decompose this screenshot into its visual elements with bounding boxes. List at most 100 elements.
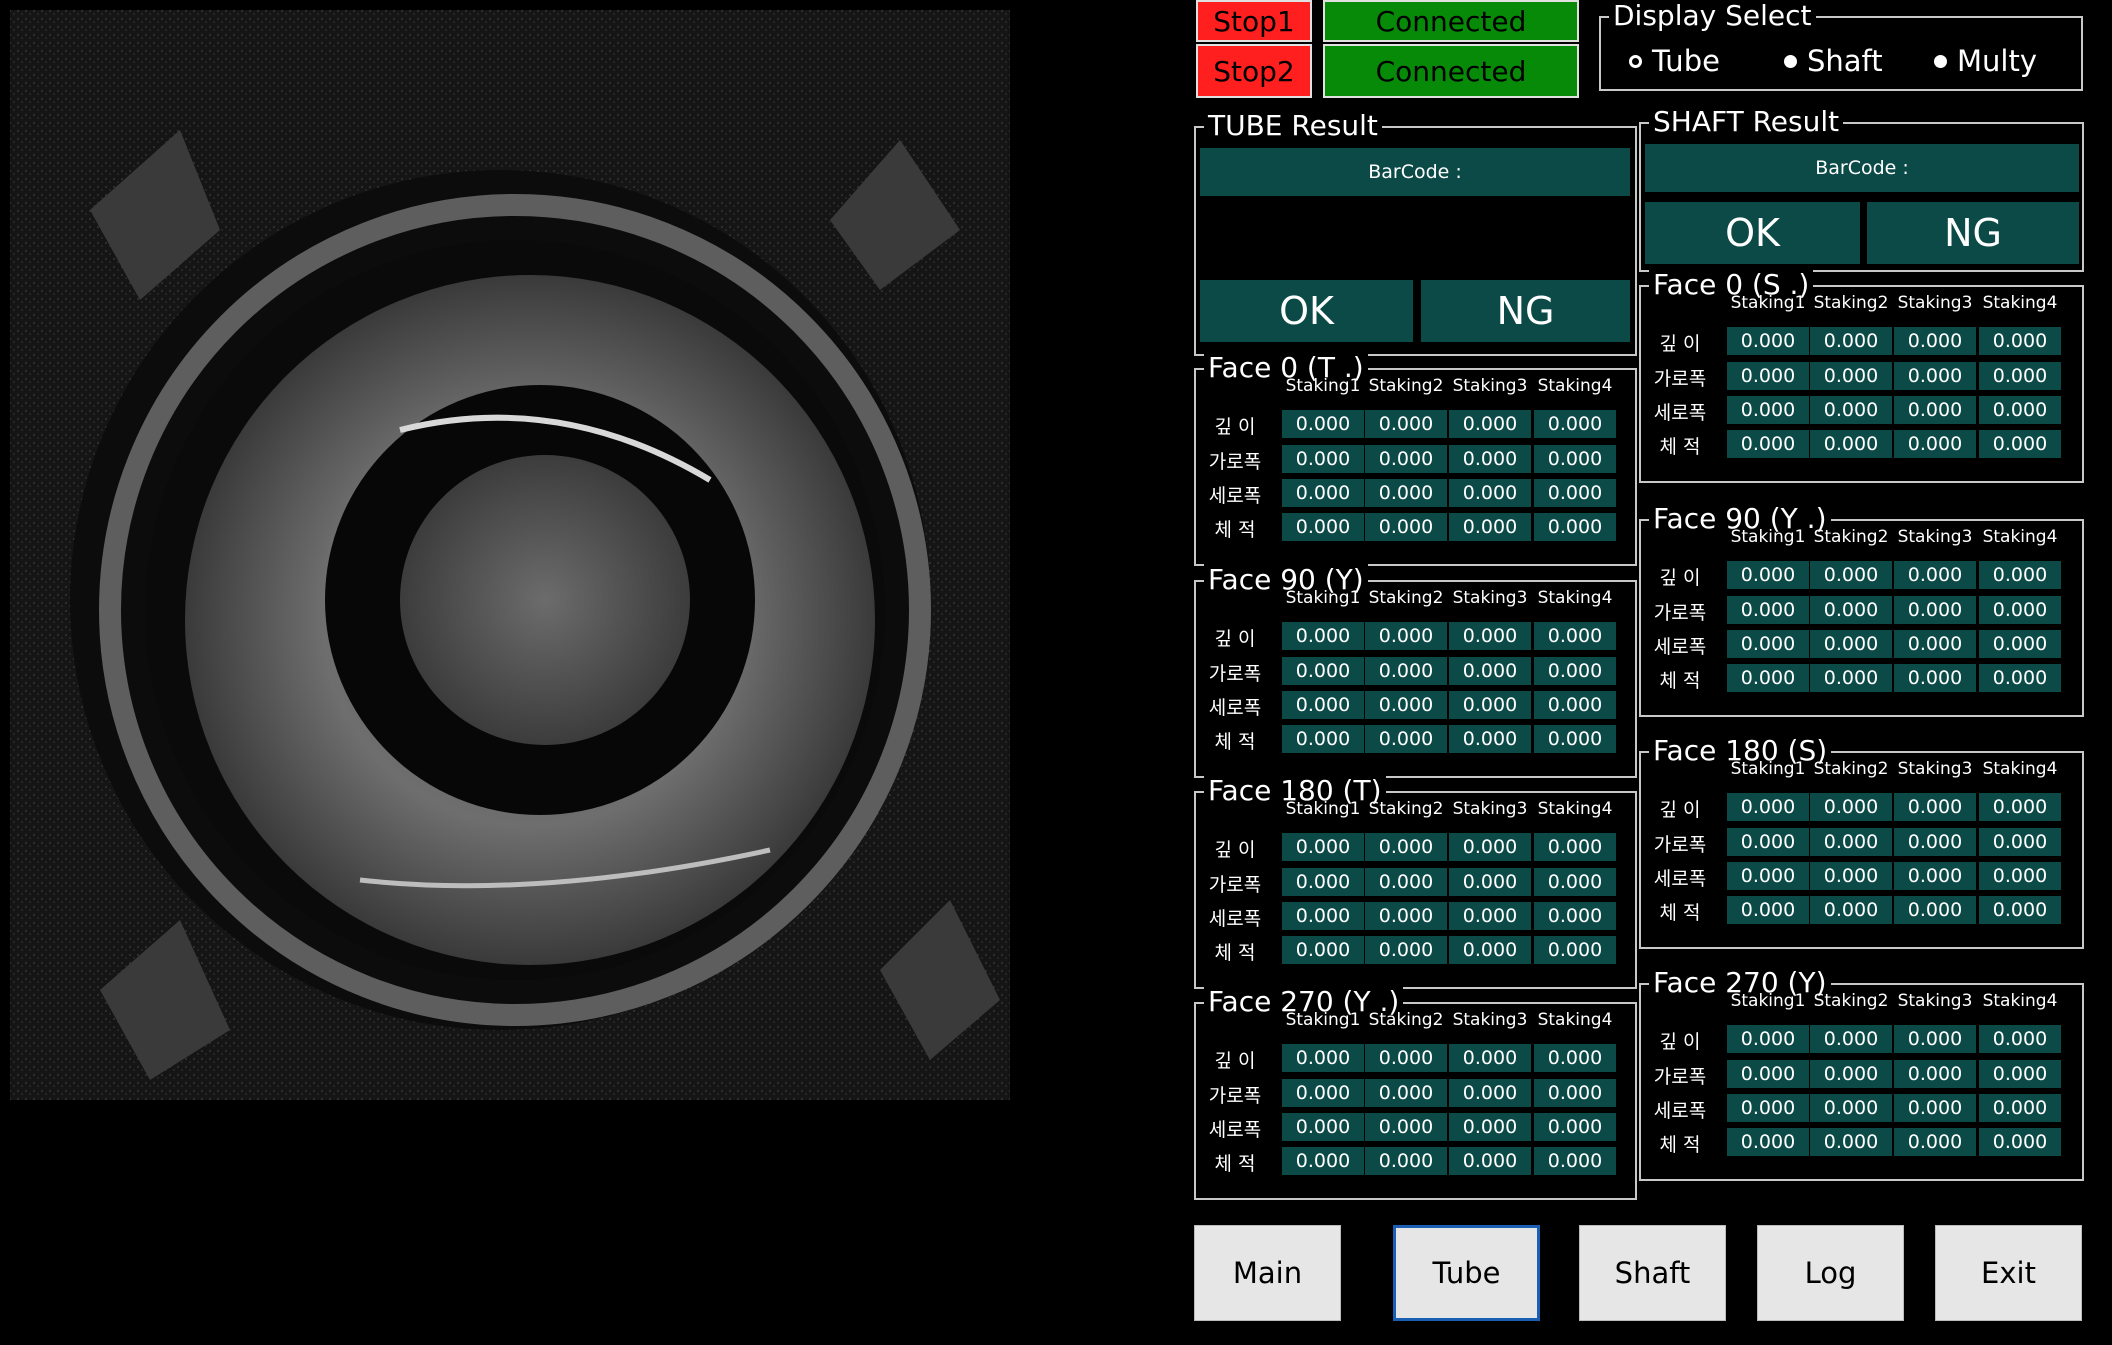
value-cell: 0.000 — [1810, 430, 1892, 458]
value-cell: 0.000 — [1979, 896, 2061, 924]
value-cell: 0.000 — [1282, 1079, 1364, 1107]
value-cell: 0.000 — [1810, 862, 1892, 890]
radio-multy[interactable]: Multy — [1934, 44, 2037, 78]
value-cell: 0.000 — [1365, 657, 1447, 685]
tube-face-title: Face 0 (T .) — [1204, 350, 1368, 386]
value-cell: 0.000 — [1810, 327, 1892, 355]
row-label: 체 적 — [1659, 902, 1701, 924]
tube-button[interactable]: Tube — [1393, 1225, 1540, 1321]
value-cell: 0.000 — [1894, 828, 1976, 856]
value-cell: 0.000 — [1449, 691, 1531, 719]
value-cell: 0.000 — [1810, 828, 1892, 856]
value-cell: 0.000 — [1979, 596, 2061, 624]
value-cell: 0.000 — [1282, 936, 1364, 964]
value-cell: 0.000 — [1449, 410, 1531, 438]
value-cell: 0.000 — [1534, 513, 1616, 541]
tube-ok-indicator: OK — [1200, 280, 1413, 342]
value-cell: 0.000 — [1534, 410, 1616, 438]
tube-face-1-group: Face 90 (Y) Staking1 Staking2 Staking3 Staki… — [1194, 562, 1637, 778]
tube-barcode-field: BarCode : — [1200, 148, 1630, 196]
value-cell: 0.000 — [1979, 1025, 2061, 1053]
column-header: Staking2 — [1368, 799, 1444, 819]
value-cell: 0.000 — [1894, 664, 1976, 692]
shaft-face-0-group: Face 0 (S .) Staking1 Staking2 Staking3 Stak… — [1639, 267, 2084, 483]
shaft-face-1-group: Face 90 (Y .) Staking1 Staking2 Staking3 Sta… — [1639, 501, 2084, 717]
value-cell: 0.000 — [1449, 513, 1531, 541]
log-button[interactable]: Log — [1757, 1225, 1904, 1321]
tube-barcode-label: BarCode : — [1368, 161, 1462, 183]
value-cell: 0.000 — [1894, 896, 1976, 924]
column-header: Staking1 — [1285, 376, 1361, 396]
column-header: Staking4 — [1982, 293, 2058, 313]
stop2-label: Stop2 — [1213, 54, 1295, 88]
column-header: Staking1 — [1730, 759, 1806, 779]
shaft-face-3-group: Face 270 (Y) Staking1 Staking2 Staking3 Stak… — [1639, 965, 2084, 1181]
shaft-ng-indicator: NG — [1867, 202, 2079, 264]
stop1-label: Stop1 — [1213, 4, 1295, 38]
column-header: Staking1 — [1285, 799, 1361, 819]
value-cell: 0.000 — [1727, 1025, 1809, 1053]
value-cell: 0.000 — [1810, 793, 1892, 821]
value-cell: 0.000 — [1894, 630, 1976, 658]
exit-button-label: Exit — [1981, 1256, 2036, 1290]
value-cell: 0.000 — [1282, 1113, 1364, 1141]
exit-button[interactable]: Exit — [1935, 1225, 2082, 1321]
value-cell: 0.000 — [1534, 445, 1616, 473]
radio-tube[interactable]: Tube — [1629, 44, 1720, 78]
shaft-ng-label: NG — [1944, 211, 2002, 255]
row-label: 가로폭 — [1653, 368, 1707, 390]
row-label: 가로폭 — [1653, 1066, 1707, 1088]
value-cell: 0.000 — [1727, 362, 1809, 390]
column-header: Staking4 — [1537, 588, 1613, 608]
row-label: 세로폭 — [1208, 908, 1262, 930]
value-cell: 0.000 — [1810, 1025, 1892, 1053]
value-cell: 0.000 — [1894, 1060, 1976, 1088]
tube-face-title: Face 180 (T) — [1204, 773, 1386, 809]
column-header: Staking4 — [1982, 991, 2058, 1011]
column-header: Staking3 — [1897, 293, 1973, 313]
value-cell: 0.000 — [1365, 1044, 1447, 1072]
radio-shaft-label: Shaft — [1807, 44, 1883, 78]
row-label: 깊 이 — [1214, 1050, 1256, 1072]
column-header: Staking4 — [1537, 376, 1613, 396]
value-cell: 0.000 — [1534, 936, 1616, 964]
row-label: 깊 이 — [1659, 567, 1701, 589]
column-header: Staking3 — [1897, 759, 1973, 779]
shaft-button[interactable]: Shaft — [1579, 1225, 1726, 1321]
value-cell: 0.000 — [1894, 862, 1976, 890]
value-cell: 0.000 — [1810, 1094, 1892, 1122]
log-button-label: Log — [1804, 1256, 1857, 1290]
value-cell: 0.000 — [1979, 396, 2061, 424]
column-header: Staking3 — [1452, 376, 1528, 396]
tube-face-title: Face 90 (Y) — [1204, 562, 1368, 598]
value-cell: 0.000 — [1365, 902, 1447, 930]
value-cell: 0.000 — [1979, 327, 2061, 355]
main-button[interactable]: Main — [1194, 1225, 1341, 1321]
value-cell: 0.000 — [1810, 1128, 1892, 1156]
value-cell: 0.000 — [1365, 513, 1447, 541]
radio-tube-indicator — [1629, 54, 1642, 68]
radio-multy-indicator — [1934, 54, 1947, 68]
value-cell: 0.000 — [1449, 1113, 1531, 1141]
tube-button-label: Tube — [1432, 1256, 1501, 1290]
row-label: 가로폭 — [1208, 874, 1262, 896]
row-label: 깊 이 — [1214, 839, 1256, 861]
column-header: Staking4 — [1537, 799, 1613, 819]
value-cell: 0.000 — [1810, 396, 1892, 424]
row-label: 세로폭 — [1653, 1100, 1707, 1122]
row-label: 가로폭 — [1653, 834, 1707, 856]
value-cell: 0.000 — [1282, 1147, 1364, 1175]
radio-shaft[interactable]: Shaft — [1784, 44, 1883, 78]
value-cell: 0.000 — [1727, 596, 1809, 624]
shaft-result-group: SHAFT Result BarCode : OK NG — [1639, 104, 2084, 272]
value-cell: 0.000 — [1282, 1044, 1364, 1072]
value-cell: 0.000 — [1365, 445, 1447, 473]
value-cell: 0.000 — [1365, 833, 1447, 861]
value-cell: 0.000 — [1894, 1094, 1976, 1122]
value-cell: 0.000 — [1727, 561, 1809, 589]
value-cell: 0.000 — [1894, 596, 1976, 624]
value-cell: 0.000 — [1979, 862, 2061, 890]
row-label: 세로폭 — [1208, 485, 1262, 507]
column-header: Staking4 — [1537, 1010, 1613, 1030]
row-label: 깊 이 — [1214, 628, 1256, 650]
